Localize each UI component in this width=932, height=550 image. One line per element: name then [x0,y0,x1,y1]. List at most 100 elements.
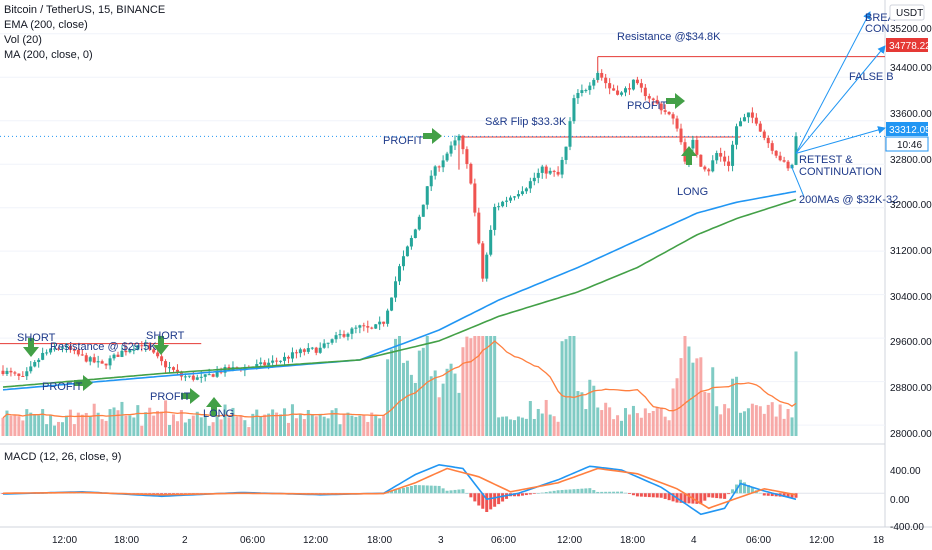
projection-arrow [795,45,886,154]
candle-body [794,136,798,165]
volume-bar [639,417,643,436]
volume-bar [584,409,588,436]
candle-body [57,348,61,350]
macd-histogram-bar [516,493,520,497]
time-tick: 18:00 [114,535,139,546]
candle-body [750,112,754,118]
candle-body [21,376,25,378]
volume-bar [203,414,207,436]
volume-bar [259,416,263,436]
currency-badge[interactable] [889,4,925,21]
indicator-macd[interactable]: MACD (12, 26, close, 9) [4,451,122,463]
candle-body [191,375,195,380]
candle-body [647,96,651,99]
projection-arrow [795,126,886,154]
candle-body [481,243,485,279]
candle-body [1,370,5,375]
candle-body [9,370,13,373]
volume-bar [271,409,275,436]
macd-histogram-bar [457,489,461,494]
resistance-34-8k-label: Resistance @$34.8K [617,31,721,43]
candle-body [374,324,378,329]
candle-body [394,281,398,298]
volume-bar [528,401,532,436]
indicator-ema[interactable]: EMA (200, close) [4,19,88,31]
candle-body [302,349,306,352]
volume-bar [651,410,655,436]
price-pane[interactable] [0,0,885,442]
candle-body [445,153,449,161]
macd-histogram-bar [687,493,691,504]
volume-bar [580,392,584,436]
volume-bar [397,336,402,436]
candle-body [778,155,782,161]
profit-label-3: PROFIT [383,135,424,147]
profit-label-1: PROFIT [42,381,83,393]
macd-histogram-bar [719,493,723,499]
macd-histogram-bar [528,493,532,495]
macd-histogram-bar [417,485,421,494]
volume-bar [76,412,80,436]
macd-histogram-bar [655,493,659,498]
volume-bar [604,402,608,436]
short-arrow-1 [23,338,39,357]
candle-body [346,333,350,337]
candle-body [639,83,643,88]
candle-body [727,161,731,166]
volume-bar [49,414,53,436]
candle-body [378,321,382,325]
indicator-volume[interactable]: Vol (20) [4,34,42,46]
volume-bar [723,404,727,436]
symbol-title[interactable]: Bitcoin / TetherUS, 15, BINANCE [4,4,166,16]
price-tick: 28800.00 [890,383,932,394]
long-label-2: LONG [677,186,708,198]
macd-histogram-bar [390,490,394,494]
macd-histogram-bar [564,489,568,494]
macd-pane[interactable] [0,445,885,527]
indicator-ma[interactable]: MA (200, close, 0) [4,49,93,61]
volume-bar [790,417,794,436]
volume-bar [263,414,267,436]
candle-body [711,160,715,172]
macd-axis[interactable]: 400.00 0.00 -400.00 [890,466,924,533]
macd-histogram-bar [397,488,402,494]
last-price-badge [886,122,928,136]
candle-body [505,200,509,202]
candle-body [382,321,386,324]
volume-bar [663,416,667,436]
volume-bar [683,336,687,436]
price-axis[interactable]: USDT 35200.00 34400.00 33600.00 32800.00… [885,4,932,440]
candle-body [96,361,100,363]
macd-histogram-bar [695,493,699,504]
macd-signal-line [2,467,797,510]
macd-histogram-bar [413,485,417,494]
macd-histogram-bar [469,493,473,498]
macd-histogram-bar [794,493,798,498]
volume-bar [80,414,84,436]
volume-bar [13,415,17,436]
long-arrow-1 [206,397,222,416]
macd-histogram-bar [627,493,631,494]
macd-histogram-bar [580,488,584,494]
macd-histogram-bar [485,493,489,512]
volume-bar [711,367,715,436]
macd-histogram-bar [738,479,742,494]
profit-label-2: PROFIT [150,391,191,403]
volume-bar [544,399,548,436]
candle-body [326,342,330,344]
volume-bar [294,418,298,436]
time-axis[interactable]: 12:00 18:00 2 06:00 12:00 18:00 3 06:00 … [52,535,885,546]
volume-bar [770,402,774,436]
volume-bar [592,385,596,436]
candle-body [453,140,457,146]
candle-body [544,166,548,174]
macd-histogram-bar [703,493,707,501]
candle-body [425,186,429,205]
candle-body [271,360,275,363]
candle-body [758,123,762,132]
candle-body [600,72,604,78]
macd-tick: -400.00 [890,522,924,533]
volume-bar [132,417,136,436]
candle-body [433,166,437,176]
